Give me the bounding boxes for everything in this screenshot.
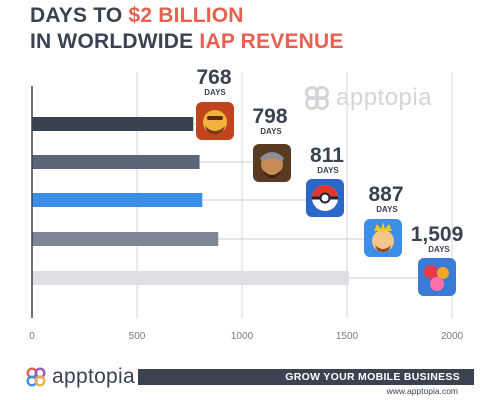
icon-brow <box>207 116 223 120</box>
apptopia-watermark-icon <box>305 86 329 110</box>
footer-tagline-bar: GROW YOUR MOBILE BUSINESS <box>138 369 474 385</box>
game-of-war-icon <box>253 144 291 182</box>
x-tick-label: 1000 <box>231 331 254 342</box>
candy-crush-icon <box>418 258 456 296</box>
chart-title-line-2: IN WORLDWIDE IAP REVENUE <box>30 30 344 54</box>
bar <box>32 232 219 246</box>
icon-ball-top <box>312 185 338 198</box>
x-tick-label: 2000 <box>441 331 464 342</box>
title-highlight-2: IAP REVENUE <box>199 30 344 53</box>
bar <box>32 155 200 169</box>
apptopia-logo-icon <box>26 367 46 387</box>
tick-layer: 0 500 1000 1500 2000 <box>29 331 463 342</box>
chart-title-line-1: DAYS TO $2 BILLION <box>30 4 244 28</box>
icon-candy-pink <box>430 277 444 291</box>
pokemon-go-icon <box>306 179 344 217</box>
bar <box>32 193 203 207</box>
title-prefix-1: DAYS TO <box>30 4 129 27</box>
icon-face <box>372 230 394 252</box>
days-unit-label: DAYS <box>317 166 339 175</box>
icon-layer <box>196 102 456 296</box>
bar <box>32 271 349 285</box>
bar-layer <box>32 117 349 285</box>
days-unit-label: DAYS <box>204 88 226 97</box>
icon-helmet <box>260 152 284 162</box>
connector-layer <box>193 123 418 279</box>
footer-url: www.apptopia.com <box>386 386 458 396</box>
apptopia-logo-text: apptopia <box>52 365 135 388</box>
icon-face <box>203 110 227 134</box>
icon-crown <box>374 222 392 231</box>
icon-beard <box>375 245 391 252</box>
title-prefix-2: IN WORLDWIDE <box>30 30 200 53</box>
icon-ball-center <box>319 192 331 204</box>
icon-candy-orange <box>437 267 449 279</box>
clash-royale-icon <box>364 219 402 257</box>
days-value-label: 1,509 <box>411 223 464 246</box>
bar <box>32 117 194 131</box>
icon-candy-red <box>424 265 438 279</box>
days-unit-label: DAYS <box>260 127 282 136</box>
days-value-label: 768 <box>196 66 231 89</box>
footer-tagline: GROW YOUR MOBILE BUSINESS <box>285 371 460 383</box>
x-tick-label: 0 <box>29 331 35 342</box>
icon-beard <box>205 126 225 135</box>
icon-beard <box>263 170 281 178</box>
days-value-label: 811 <box>310 144 344 167</box>
days-value-label: 887 <box>368 183 403 206</box>
days-unit-label: DAYS <box>428 245 450 254</box>
days-value-label: 798 <box>252 105 287 128</box>
apptopia-watermark: apptopia <box>304 84 432 112</box>
watermark-text: apptopia <box>336 84 433 111</box>
days-unit-label: DAYS <box>376 205 398 214</box>
x-tick-label: 500 <box>129 331 146 342</box>
apptopia-logo: apptopia <box>26 365 135 389</box>
x-tick-label: 1500 <box>336 331 359 342</box>
title-highlight-1: $2 BILLION <box>128 4 244 27</box>
clash-of-clans-icon <box>196 102 234 140</box>
